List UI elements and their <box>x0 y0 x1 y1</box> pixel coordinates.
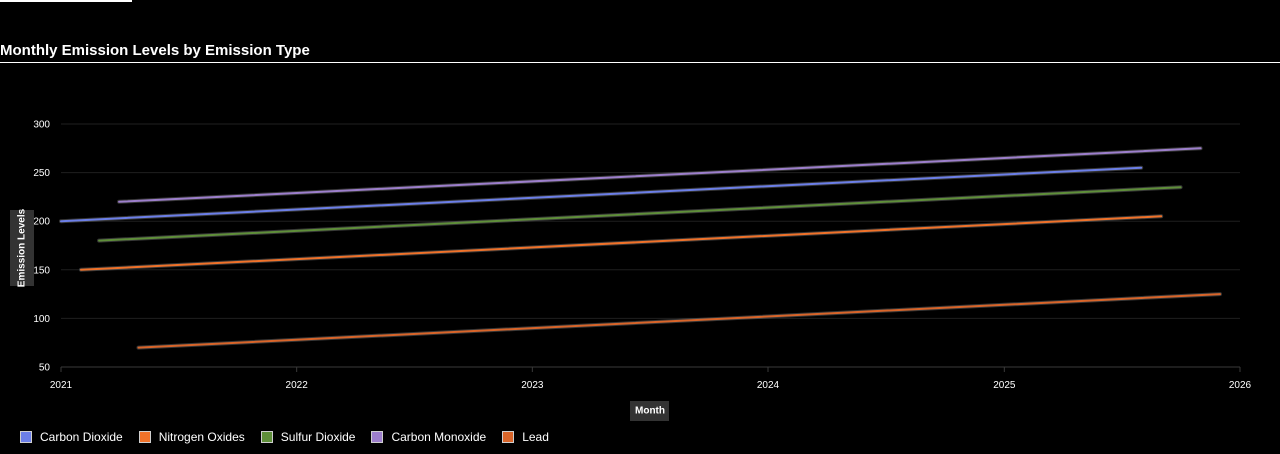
y-tick-label: 200 <box>33 217 50 228</box>
series-line-carbon-dioxide[interactable] <box>60 166 1143 223</box>
legend-item-lead[interactable]: Lead <box>502 430 549 444</box>
x-axis-title: Month <box>635 406 665 417</box>
top-accent-bar <box>0 0 132 2</box>
y-tick-label: 150 <box>33 265 50 276</box>
chart-legend: Carbon Dioxide Nitrogen Oxides Sulfur Diox… <box>20 430 565 444</box>
legend-label: Carbon Monoxide <box>391 430 487 444</box>
x-tick-label: 2024 <box>757 380 780 391</box>
legend-item-carbon-monoxide[interactable]: Carbon Monoxide <box>371 430 486 444</box>
y-tick-label: 100 <box>33 314 50 325</box>
x-tick-label: 2022 <box>286 380 309 391</box>
tick-labels: 50 100 150 200 250 300 2021 2022 2023 2024 2025 202… <box>33 120 1251 392</box>
x-tick-label: 2026 <box>1229 380 1252 391</box>
y-axis-label-background <box>10 210 34 286</box>
series-line-carbon-monoxide[interactable] <box>118 147 1202 203</box>
legend-swatch <box>138 431 151 443</box>
x-tick-label: 2025 <box>993 380 1016 391</box>
series-line-sulfur-dioxide[interactable] <box>98 186 1182 242</box>
series-line-lead[interactable] <box>137 293 1221 349</box>
y-tick-label: 300 <box>33 120 50 131</box>
title-underline <box>0 62 1280 63</box>
legend-item-carbon-dioxide[interactable]: Carbon Dioxide <box>20 430 123 444</box>
chart-title: Monthly Emission Levels by Emission Type <box>0 42 310 59</box>
series-line-nitrogen-oxides[interactable] <box>80 215 1163 271</box>
y-axis-label: Emission Levels <box>10 208 34 287</box>
legend-swatch <box>260 431 273 443</box>
legend-label: Nitrogen Oxides <box>158 430 245 444</box>
legend-item-nitrogen-oxides[interactable]: Nitrogen Oxides <box>138 430 245 444</box>
grid-lines <box>60 123 1241 372</box>
legend-swatch <box>371 431 384 443</box>
legend-label: Lead <box>522 430 549 444</box>
x-axis-label-background <box>630 401 669 421</box>
x-tick-label: 2021 <box>50 380 73 391</box>
legend-label: Sulfur Dioxide <box>280 430 356 444</box>
x-axis-label: Month <box>630 401 669 421</box>
x-tick-label: 2023 <box>521 380 544 391</box>
y-tick-label: 50 <box>39 363 51 374</box>
legend-swatch <box>20 431 32 443</box>
legend-item-sulfur-dioxide[interactable]: Sulfur Dioxide <box>260 430 356 444</box>
y-tick-label: 250 <box>33 168 50 179</box>
legend-label: Carbon Dioxide <box>40 430 123 444</box>
legend-swatch <box>502 431 515 443</box>
y-axis-title: Emission Levels <box>17 208 28 287</box>
series-lines <box>59 146 1222 350</box>
